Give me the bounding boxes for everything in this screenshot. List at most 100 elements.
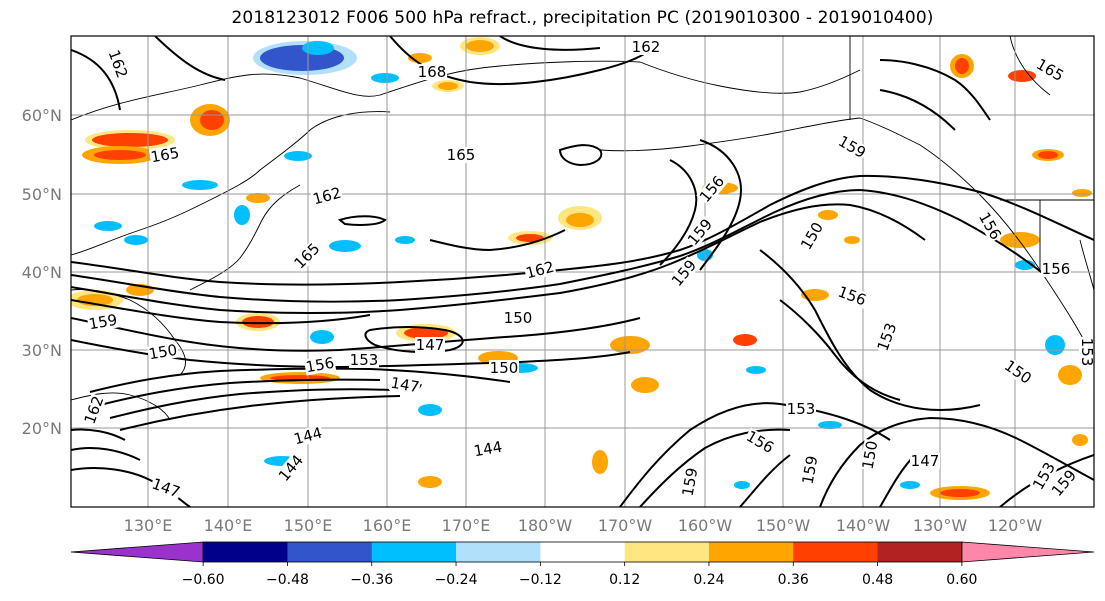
lon-label: 160°W [678,516,733,535]
latitude-labels: 20°N 30°N 40°N 50°N 60°N [22,106,62,438]
contour-label-bg [696,172,728,206]
contour-label: 150 [504,309,533,327]
contour-label-bg [910,453,940,469]
contour-label-bg [1079,337,1094,367]
colorbar-segment [708,542,794,562]
contour-label-bg [417,64,447,80]
colorbar-tick-label: −0.48 [266,572,309,588]
contour-label-bg [835,132,869,162]
contour-label-bg [1041,261,1071,277]
contour-label-bg [146,341,180,363]
lat-label: 30°N [22,341,62,360]
contour-label: 159 [799,454,822,485]
contour-label-bg [684,215,716,249]
colorbar-segment [793,542,879,562]
contour-label: 165 [447,146,476,164]
colorbar: −0.60 −0.48 −0.36 −0.24 −0.12 0.12 0.24 0.36 0.4… [70,541,1095,588]
colorbar-segment [624,542,710,562]
contour-label-bg [471,438,505,460]
contour-label: 150 [147,341,178,364]
contour-label-bg [668,256,700,290]
colorbar-tick-label: 0.24 [693,572,724,588]
longitude-labels: 130°E 140°E 150°E 160°E 170°E 180°W 170°W 160°W… [124,516,1043,535]
lon-label: 170°E [442,516,491,535]
contour-label: 147 [389,374,420,397]
colorbar-tick-label: 0.60 [946,572,977,588]
contour-label: 147 [416,336,445,354]
colorbar-tick-label: 0.12 [609,572,640,588]
colorbar-outline [202,541,963,563]
lon-label: 130°W [913,516,968,535]
contour-label: 153 [350,351,379,369]
contour-label-bg [1048,466,1080,500]
coastlines [71,36,1094,421]
contour-label-bg [105,47,131,81]
contour-label-bg [290,239,324,273]
contour-label-bg [859,438,881,472]
contour-label-bg [446,147,476,163]
contour-label: 165 [149,144,180,167]
contour-label-bg [291,424,325,448]
contour-label-bg [86,311,120,333]
contour-label-bg [275,451,307,485]
precip-shading [71,37,1092,500]
contour-label-bg [489,360,519,376]
contour-label-bg [1029,459,1059,493]
contour-label-bg [631,39,661,55]
contour-label-bg [81,393,107,427]
colorbar-segment [203,542,288,562]
colorbar-tick-label: −0.12 [519,572,562,588]
lon-label: 170°W [598,516,653,535]
contour-label: 153 [1078,338,1096,367]
map-title: 2018123012 F006 500 hPa refract., precip… [231,8,934,28]
contour-label-bg [1001,356,1035,388]
contour-label-bg [835,283,869,309]
contour-label-bg [349,352,379,368]
colorbar-segment [371,542,457,562]
contour-label-bg [743,427,777,457]
lon-label: 140°E [204,516,253,535]
contour-label-bg [148,144,182,166]
lat-label: 50°N [22,185,62,204]
lat-label: 20°N [22,419,62,438]
contour-label: 153 [787,400,816,418]
colorbar-segment [540,542,626,562]
contour-label-bg [786,401,816,417]
colorbar-tick-label: 0.36 [778,572,809,588]
graticule [71,36,1094,507]
contour-label-bg [310,184,344,208]
colorbar-tick-label: −0.36 [350,572,393,588]
contour-label: 150 [490,359,519,377]
contour-label: 159 [679,466,702,497]
contour-label: 144 [472,438,503,461]
contour-label: 147 [911,452,940,470]
contour-label: 159 [87,311,118,334]
contour-label-bg [388,374,422,396]
contour-label-bg [503,310,533,326]
lon-label: 130°E [124,516,173,535]
contour-label-bg [797,219,827,253]
contour-label-bg [149,475,183,501]
lon-label: 120°W [988,516,1043,535]
lon-label: 140°W [836,516,891,535]
contour-label-bg [1033,55,1067,85]
contour-label-bg [415,337,445,353]
contour-label-bg [874,320,900,354]
lon-label: 180°W [518,516,573,535]
contour-label: 168 [418,63,447,81]
colorbar-tick-label: −0.60 [182,572,225,588]
lon-label: 150°E [284,516,333,535]
lat-label: 60°N [22,106,62,125]
colorbar-segment [287,542,373,562]
contour-label-bg [799,453,821,487]
lon-label: 160°E [363,516,412,535]
contour-label: 150 [859,439,882,470]
colorbar-segment [456,542,541,562]
map-frame [70,35,1095,508]
contour-label: 162 [632,38,661,56]
colorbar-extend-max [961,541,1095,563]
colorbar-tick-label: 0.48 [862,572,893,588]
colorbar-tick-label: −0.24 [435,572,478,588]
